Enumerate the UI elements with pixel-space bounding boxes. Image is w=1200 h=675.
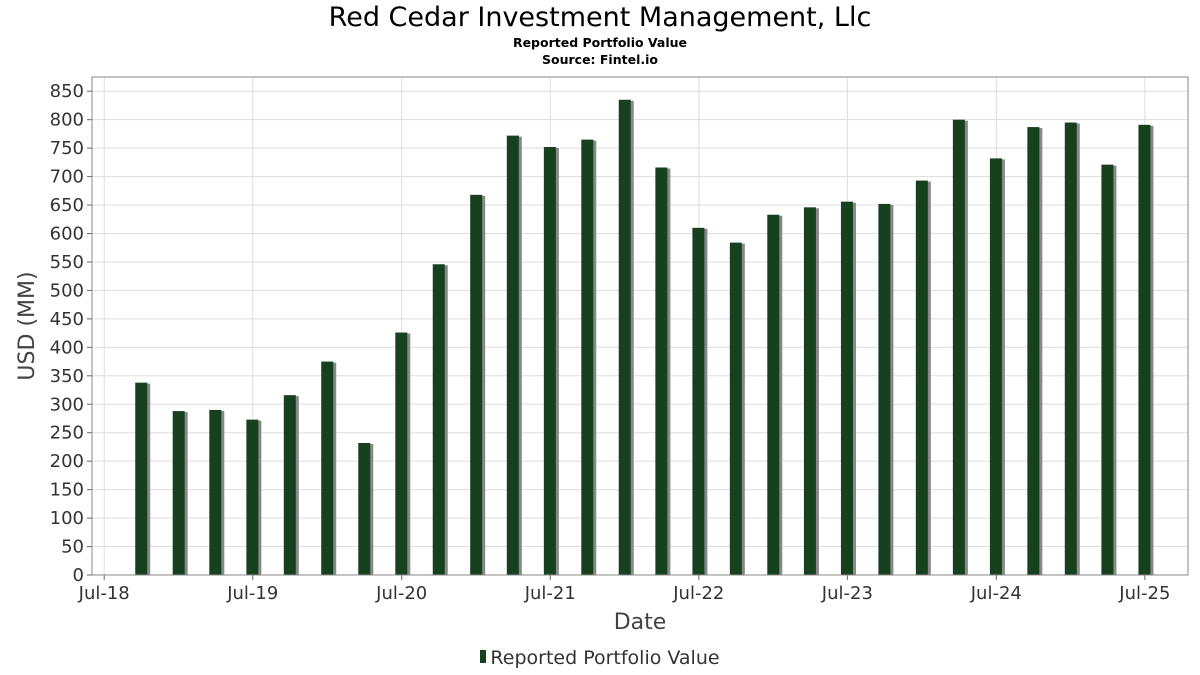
y-tick-label: 550 bbox=[50, 252, 84, 273]
bar bbox=[915, 180, 928, 576]
y-tick-label: 0 bbox=[73, 565, 84, 586]
x-tick-label: Jul-18 bbox=[78, 583, 130, 604]
bar bbox=[878, 203, 891, 575]
bar bbox=[1064, 122, 1077, 575]
bar bbox=[358, 442, 371, 575]
y-tick-label: 450 bbox=[50, 309, 84, 330]
bar bbox=[172, 411, 185, 575]
bar bbox=[1027, 127, 1040, 576]
bar bbox=[470, 194, 483, 576]
bar bbox=[952, 119, 965, 575]
bar bbox=[543, 147, 556, 575]
bar bbox=[135, 382, 148, 575]
legend-swatch bbox=[480, 650, 487, 663]
bar bbox=[729, 242, 742, 575]
y-tick-label: 850 bbox=[50, 81, 84, 102]
bar bbox=[692, 227, 705, 575]
x-tick-label: Jul-25 bbox=[1118, 583, 1170, 604]
chart-title: Red Cedar Investment Management, Llc bbox=[328, 2, 872, 33]
y-tick-label: 500 bbox=[50, 280, 84, 301]
legend: Reported Portfolio Value bbox=[0, 647, 1200, 669]
y-tick-label: 100 bbox=[50, 508, 84, 529]
y-tick-label: 300 bbox=[50, 394, 84, 415]
x-tick-label: Jul-20 bbox=[375, 583, 427, 604]
x-axis-title: Date bbox=[614, 610, 667, 635]
plot-frame bbox=[91, 76, 1189, 576]
bar bbox=[1101, 164, 1114, 575]
y-tick-label: 200 bbox=[50, 451, 84, 472]
y-tick-label: 600 bbox=[50, 224, 84, 245]
bar bbox=[840, 201, 853, 576]
y-tick-label: 400 bbox=[50, 337, 84, 358]
plot-area bbox=[92, 77, 1188, 575]
y-tick-label: 700 bbox=[50, 167, 84, 188]
x-tick-label: Jul-23 bbox=[821, 583, 873, 604]
bar bbox=[767, 214, 780, 575]
bar bbox=[655, 167, 668, 575]
x-tick-label: Jul-21 bbox=[524, 583, 576, 604]
legend-label: Reported Portfolio Value bbox=[490, 647, 720, 669]
bar bbox=[618, 99, 631, 575]
bar bbox=[246, 419, 259, 575]
bar bbox=[989, 158, 1002, 575]
x-tick-label: Jul-22 bbox=[672, 583, 724, 604]
x-tick-label: Jul-24 bbox=[970, 583, 1022, 604]
bar bbox=[1138, 124, 1151, 576]
bar bbox=[395, 332, 408, 575]
y-tick-label: 50 bbox=[61, 537, 84, 558]
y-tick-label: 350 bbox=[50, 366, 84, 387]
x-tick-label: Jul-19 bbox=[226, 583, 278, 604]
chart-source: Source: Fintel.io bbox=[542, 52, 658, 67]
bar bbox=[283, 395, 296, 575]
y-tick-label: 800 bbox=[50, 110, 84, 131]
y-axis-title: USD (MM) bbox=[15, 271, 40, 380]
y-tick-label: 250 bbox=[50, 423, 84, 444]
y-tick-label: 650 bbox=[50, 195, 84, 216]
y-tick-label: 750 bbox=[50, 138, 84, 159]
bar bbox=[506, 135, 519, 576]
bar bbox=[209, 409, 222, 575]
y-tick-label: 150 bbox=[50, 480, 84, 501]
bar bbox=[803, 207, 816, 575]
bar bbox=[581, 139, 594, 575]
bar bbox=[321, 361, 334, 575]
bar bbox=[432, 264, 445, 575]
chart-subtitle: Reported Portfolio Value bbox=[512, 35, 688, 50]
